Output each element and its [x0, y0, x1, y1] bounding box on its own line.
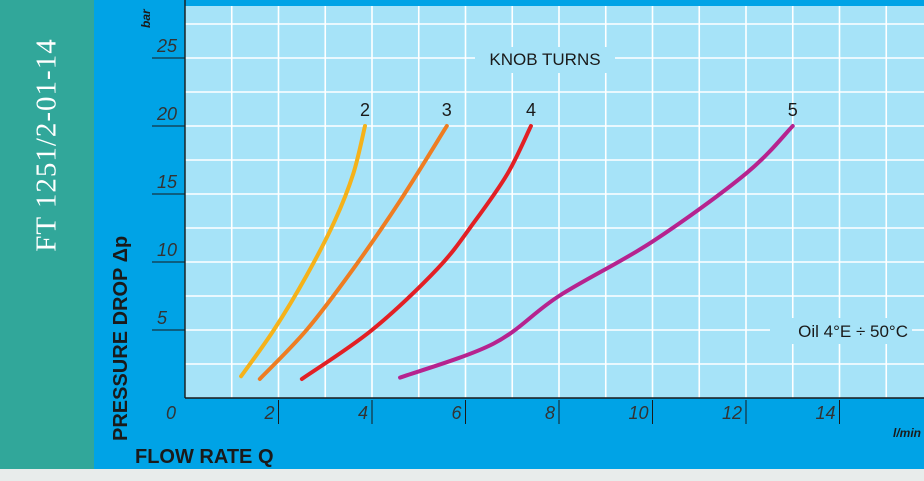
y-tick-label: 25 [156, 36, 178, 56]
curve-label: 3 [442, 100, 452, 120]
oil-note-backdrop [770, 318, 912, 344]
curve-turns-3 [257, 124, 449, 381]
x-tick-label: 12 [722, 403, 742, 423]
x-tick-label: 14 [815, 403, 835, 423]
y-tick-label: 15 [157, 172, 178, 192]
curve-label: 5 [788, 100, 798, 120]
x-unit-label: l/min [893, 426, 921, 440]
side-band [0, 0, 94, 481]
x-tick-label: 0 [166, 403, 176, 423]
x-tick-label: 2 [263, 403, 274, 423]
curves [239, 124, 795, 381]
x-axis-title: FLOW RATE Q [135, 446, 274, 468]
x-tick-label: 8 [545, 403, 555, 423]
curve-turns-2 [239, 124, 367, 379]
x-tick-label: 10 [628, 403, 648, 423]
x-tick-label: 6 [451, 403, 462, 423]
y-tick-label: 10 [157, 240, 177, 260]
x-tick-label: 4 [358, 403, 368, 423]
curve-turns-4 [299, 124, 533, 381]
y-tick-label: 20 [156, 104, 177, 124]
y-axis-title: PRESSURE DROP Δp [110, 236, 132, 441]
oil-note: Oil 4°E ÷ 50°C [798, 322, 908, 341]
y-tick-label: 5 [157, 308, 168, 328]
curve-label: 2 [360, 100, 370, 120]
knob-turns-title: KNOB TURNS [489, 50, 600, 69]
axes [152, 0, 924, 424]
bottom-strip [0, 469, 924, 481]
knob-turns-backdrop [475, 47, 615, 73]
curve-turns-5 [398, 124, 795, 380]
curve-label: 4 [526, 100, 536, 120]
y-unit-label: bar [139, 8, 153, 28]
